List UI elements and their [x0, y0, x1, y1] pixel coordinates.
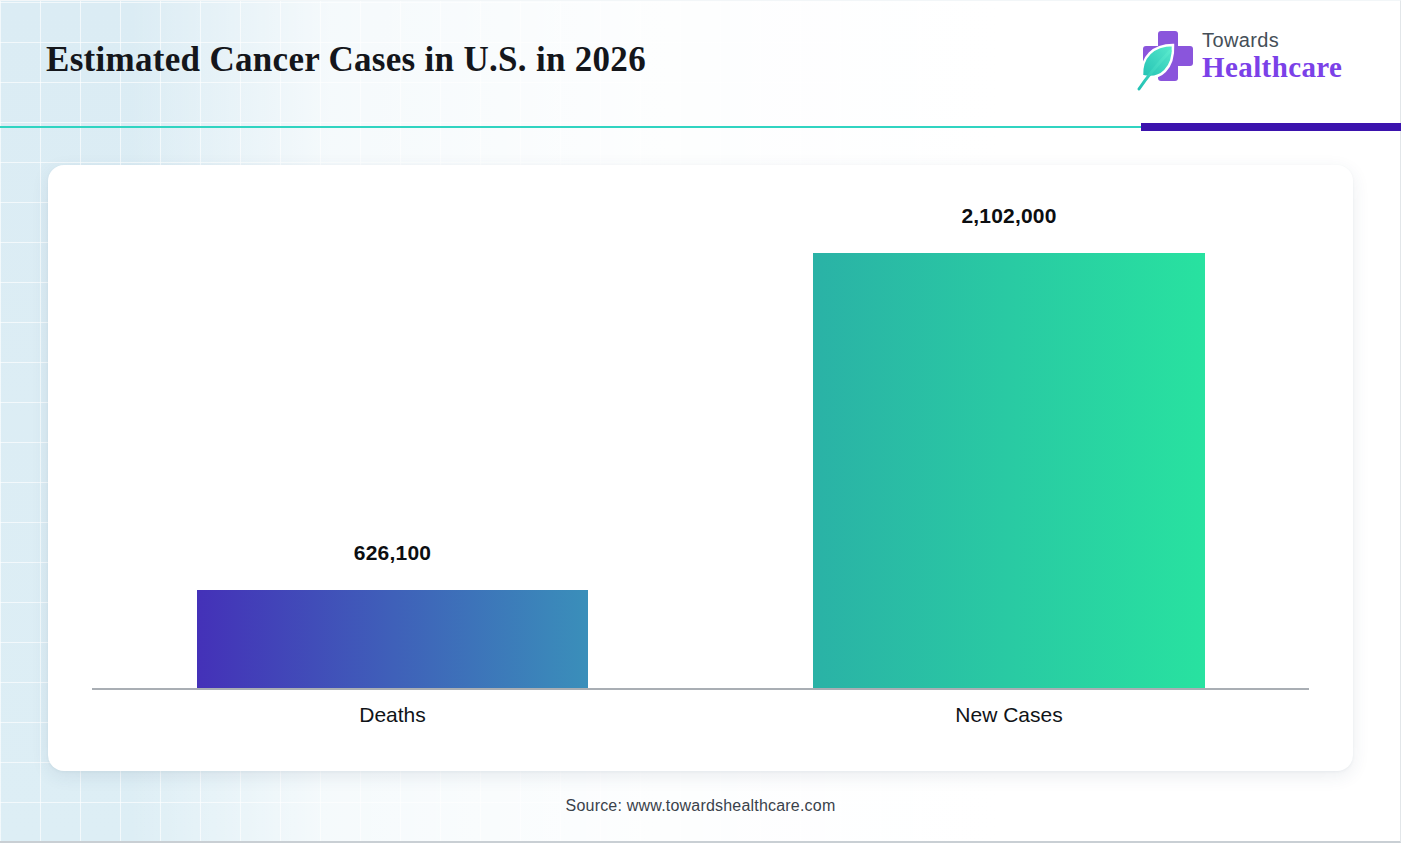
- logo-text-towards: Towards: [1202, 29, 1342, 51]
- logo-cross-leaf-icon: [1143, 29, 1193, 93]
- logo-text-healthcare: Healthcare: [1202, 52, 1342, 82]
- brand-logo: Towards Healthcare: [1143, 29, 1342, 93]
- source-attribution: Source: www.towardshealthcare.com: [0, 797, 1401, 815]
- x-axis-line: [92, 688, 1309, 690]
- category-label-deaths: Deaths: [197, 703, 588, 727]
- bar-value-deaths: 626,100: [197, 541, 588, 565]
- header-divider-purple: [1141, 123, 1401, 131]
- logo-text: Towards Healthcare: [1202, 29, 1342, 82]
- page-title: Estimated Cancer Cases in U.S. in 2026: [46, 40, 646, 80]
- bar-deaths: [197, 590, 588, 688]
- bar-value-new-cases: 2,102,000: [813, 204, 1205, 228]
- chart-card: 626,100 2,102,000 Deaths New Cases: [48, 165, 1353, 771]
- bar-new-cases: [813, 253, 1205, 688]
- leaf-icon: [1137, 43, 1181, 91]
- category-label-new-cases: New Cases: [813, 703, 1205, 727]
